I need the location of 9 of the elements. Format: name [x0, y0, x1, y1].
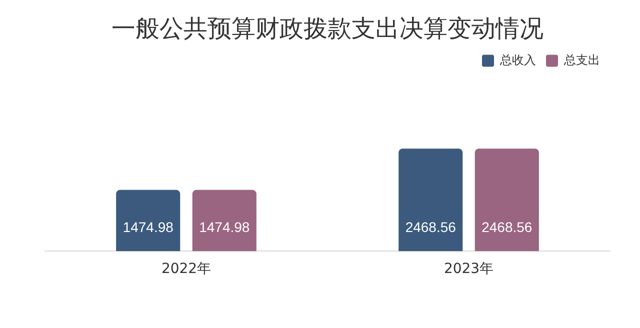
data-label: 1474.98	[199, 219, 250, 236]
legend-label: 总支出	[563, 52, 600, 67]
data-label: 2468.56	[482, 219, 532, 236]
x-tick-label: 2022年	[161, 261, 212, 278]
x-tick-label: 2023年	[444, 261, 494, 278]
data-label: 1474.98	[122, 219, 174, 236]
legend-label: 总收入	[499, 52, 536, 67]
data-label: 2468.56	[405, 219, 456, 236]
chart-title: 一般公共预算财政拨款支出决算变动情况	[112, 14, 544, 43]
